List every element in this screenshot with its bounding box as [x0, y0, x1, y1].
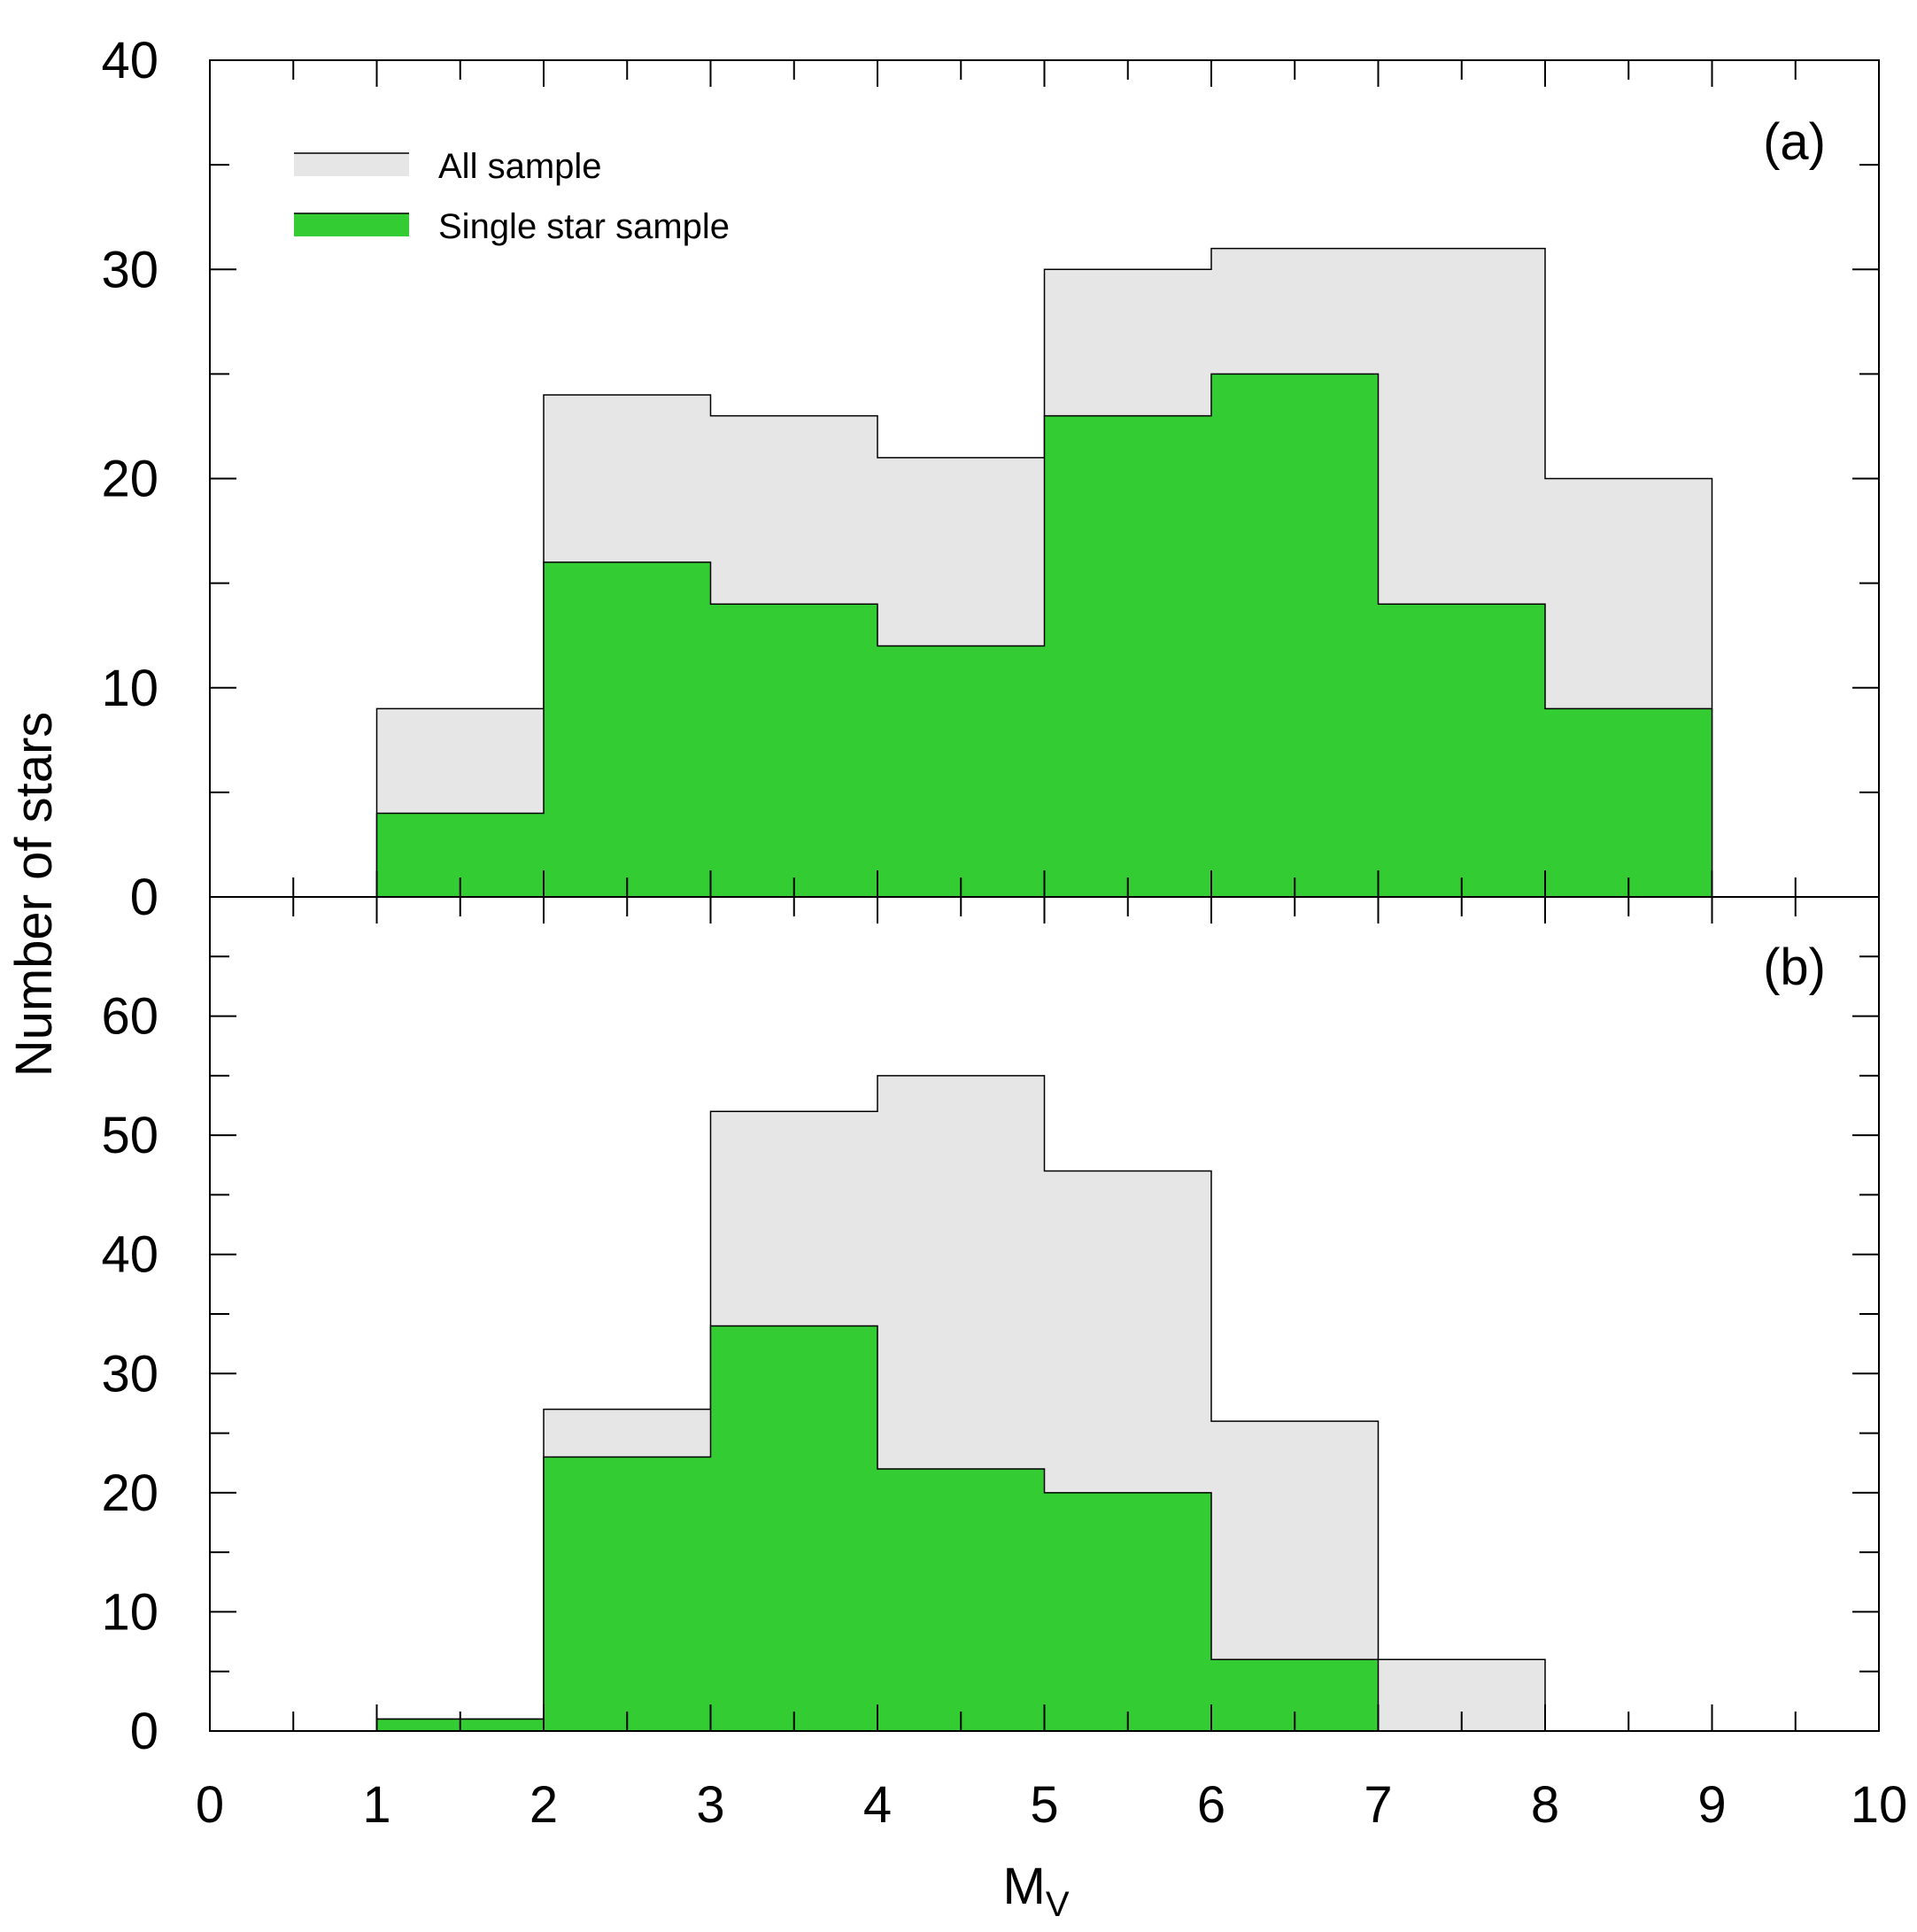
panels-group: 0 10 20 30 40 (a) 0 10 20 30 40 50 60 (b) 0 1 2 3 4 5 6 7 8 9 10… — [101, 32, 1907, 1834]
x-tick-label: 2 — [529, 1776, 558, 1834]
histogram-bar — [1545, 708, 1712, 897]
x-tick-label: 10 — [1851, 1776, 1908, 1834]
histogram-outline — [375, 1325, 1545, 1732]
y-tick-label: 10 — [101, 660, 158, 717]
histogram-bar — [710, 604, 877, 897]
x-tick-label: 3 — [696, 1776, 724, 1834]
histogram-bar — [544, 562, 711, 897]
histogram-bar — [1044, 415, 1211, 897]
x-tick-label: 4 — [863, 1776, 892, 1834]
y-tick-label: 0 — [130, 1703, 158, 1760]
y-tick-label: 30 — [101, 241, 158, 298]
histogram-bar — [544, 1457, 711, 1731]
histogram-bar — [1044, 1492, 1211, 1731]
histogram-bar — [877, 645, 1045, 897]
histogram-bar — [710, 1325, 877, 1731]
y-tick-label: 40 — [101, 1226, 158, 1284]
y-tick-label: 30 — [101, 1345, 158, 1403]
single-star-sample-series — [375, 1325, 1545, 1732]
legend-label: Single star sample — [438, 207, 730, 246]
histogram-outline — [375, 247, 1713, 898]
y-tick-label: 50 — [101, 1107, 158, 1164]
x-tick-label: 5 — [1030, 1776, 1058, 1834]
y-tick-label: 20 — [101, 1464, 158, 1522]
y-tick-label: 60 — [101, 988, 158, 1046]
y-tick-label: 0 — [130, 869, 158, 926]
x-tick-label: 6 — [1197, 1776, 1225, 1834]
legend-label: All sample — [438, 147, 602, 186]
legend-swatch — [294, 213, 409, 236]
y-tick-label: 40 — [101, 32, 158, 89]
panel-a: 0 10 20 30 40 (a) — [101, 32, 1880, 926]
single-star-sample-series — [375, 373, 1713, 898]
panel-label: (a) — [1763, 113, 1826, 171]
legend-swatch — [294, 153, 409, 176]
x-tick-label: 7 — [1364, 1776, 1392, 1834]
x-tick-label: 9 — [1697, 1776, 1726, 1834]
x-tick-label: 1 — [362, 1776, 390, 1834]
legend: All sample Single star sample — [294, 147, 730, 246]
x-axis-title-main: M — [1002, 1858, 1045, 1915]
x-axis-title: MV — [1002, 1858, 1069, 1924]
panel-b: 0 10 20 30 40 50 60 (b) — [101, 896, 1880, 1760]
histogram-bar — [877, 1468, 1045, 1731]
histogram-bar — [1378, 604, 1545, 897]
y-tick-label: 10 — [101, 1583, 158, 1641]
x-axis-title-subscript: V — [1046, 1885, 1070, 1924]
histogram-bar — [1211, 374, 1379, 897]
x-tick-label: 8 — [1531, 1776, 1559, 1834]
x-tick-label: 0 — [196, 1776, 224, 1834]
y-tick-label: 20 — [101, 451, 158, 508]
panel-label: (b) — [1763, 939, 1826, 996]
histogram-outline — [375, 373, 1713, 898]
y-axis-title: Number of stars — [5, 712, 63, 1078]
